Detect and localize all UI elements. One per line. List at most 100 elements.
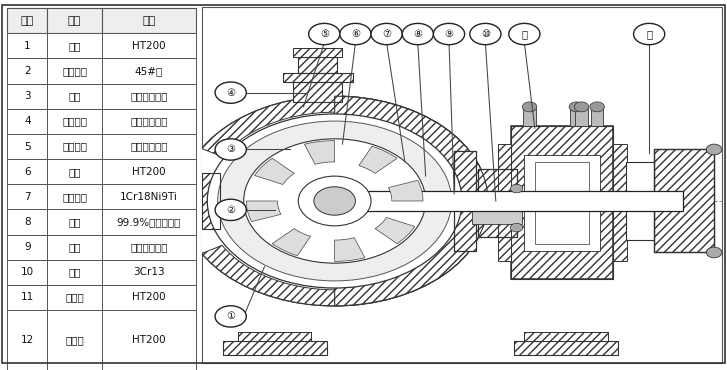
Bar <box>47 84 102 109</box>
Bar <box>102 58 196 84</box>
Bar <box>102 8 196 33</box>
Bar <box>283 73 353 82</box>
Wedge shape <box>254 158 294 185</box>
Text: ①: ① <box>226 312 236 322</box>
Text: ⑥: ⑥ <box>351 29 360 39</box>
Text: 12: 12 <box>20 335 34 345</box>
Bar <box>7 134 47 159</box>
Bar <box>7 109 47 134</box>
Text: HT200: HT200 <box>132 292 166 303</box>
Text: 聚全氟乙丙烯: 聚全氟乙丙烯 <box>130 91 168 101</box>
Circle shape <box>215 139 246 160</box>
Bar <box>102 310 196 370</box>
Text: HT200: HT200 <box>132 41 166 51</box>
Text: 静环: 静环 <box>68 217 81 227</box>
Text: 2: 2 <box>24 66 31 76</box>
Circle shape <box>510 184 523 193</box>
Wedge shape <box>246 201 281 222</box>
Text: 泵轴: 泵轴 <box>68 267 81 278</box>
Bar <box>293 48 342 57</box>
Text: 99.9%氧化铝陶瓷: 99.9%氧化铝陶瓷 <box>117 217 181 227</box>
Bar <box>47 109 102 134</box>
Text: 机封压盖: 机封压盖 <box>62 192 87 202</box>
Bar <box>7 235 47 260</box>
Bar <box>7 8 47 33</box>
Text: 泵体: 泵体 <box>68 41 81 51</box>
Text: ⑪: ⑪ <box>521 29 527 39</box>
Wedge shape <box>272 229 310 256</box>
Bar <box>238 332 311 341</box>
Bar <box>654 149 714 252</box>
Text: HT200: HT200 <box>132 166 166 177</box>
Bar <box>298 57 337 73</box>
Bar <box>309 191 683 211</box>
Circle shape <box>509 23 540 45</box>
Bar <box>47 260 102 285</box>
Text: 泵盖衬里: 泵盖衬里 <box>62 141 87 152</box>
Text: 动环: 动环 <box>68 242 81 252</box>
Bar <box>7 209 47 235</box>
Circle shape <box>522 102 537 112</box>
Bar <box>654 149 714 252</box>
Text: ④: ④ <box>226 88 236 98</box>
Circle shape <box>244 139 425 263</box>
Bar <box>499 144 511 261</box>
Bar <box>238 332 311 341</box>
Bar <box>102 184 196 209</box>
Text: 轴承体: 轴承体 <box>65 292 84 303</box>
Text: 10: 10 <box>20 267 34 278</box>
Bar <box>102 159 196 184</box>
Bar <box>7 184 47 209</box>
Bar <box>524 332 608 341</box>
Wedge shape <box>305 141 334 164</box>
Bar <box>511 127 613 279</box>
Bar <box>7 84 47 109</box>
Bar <box>7 260 47 285</box>
Text: 9: 9 <box>24 242 31 252</box>
Wedge shape <box>375 218 414 244</box>
Bar <box>47 159 102 184</box>
Circle shape <box>433 23 465 45</box>
Bar <box>47 235 102 260</box>
Text: 联轴器: 联轴器 <box>65 335 84 345</box>
Bar <box>478 169 517 236</box>
Bar <box>626 162 654 240</box>
Circle shape <box>215 306 246 327</box>
Bar <box>591 107 603 127</box>
Text: 3Cr13: 3Cr13 <box>133 267 165 278</box>
Text: 8: 8 <box>24 217 31 227</box>
Bar <box>202 172 220 229</box>
Bar <box>7 310 47 370</box>
Text: ⑤: ⑤ <box>320 29 329 39</box>
Circle shape <box>707 144 722 155</box>
Bar <box>102 84 196 109</box>
Circle shape <box>309 23 340 45</box>
Text: ②: ② <box>226 205 236 215</box>
Bar <box>102 285 196 310</box>
Text: 6: 6 <box>24 166 31 177</box>
Text: 泵体衬里: 泵体衬里 <box>62 116 87 127</box>
Text: 7: 7 <box>24 192 31 202</box>
Bar <box>293 82 342 101</box>
Text: ⑧: ⑧ <box>414 29 422 39</box>
Bar <box>102 109 196 134</box>
Text: 5: 5 <box>24 141 31 152</box>
Text: ⑩: ⑩ <box>481 29 490 39</box>
Bar <box>293 82 342 101</box>
Circle shape <box>207 114 462 288</box>
Text: 1Cr18Ni9Ti: 1Cr18Ni9Ti <box>120 192 178 202</box>
Bar <box>102 235 196 260</box>
Bar <box>47 209 102 235</box>
Text: 泵盖: 泵盖 <box>68 166 81 177</box>
Text: 名称: 名称 <box>68 16 81 26</box>
Bar <box>102 33 196 58</box>
Bar <box>47 33 102 58</box>
Text: 1: 1 <box>24 41 31 51</box>
Text: ⑫: ⑫ <box>646 29 652 39</box>
Bar <box>202 180 233 222</box>
Circle shape <box>402 23 433 45</box>
Wedge shape <box>388 180 423 201</box>
Bar <box>511 127 613 279</box>
Text: ⑦: ⑦ <box>382 29 391 39</box>
Text: 聚全氟乙丙烯: 聚全氟乙丙烯 <box>130 141 168 152</box>
